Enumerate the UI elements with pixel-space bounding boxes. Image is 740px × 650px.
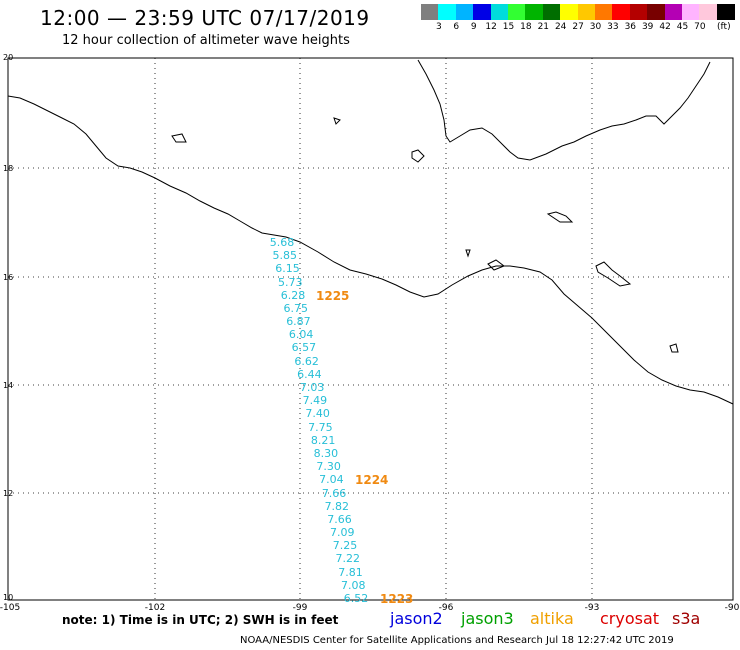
- scale-label: 33: [607, 22, 619, 32]
- track-value: 6.87: [286, 315, 311, 329]
- lon-label: -105: [0, 603, 21, 613]
- lon-label: -102: [144, 603, 166, 613]
- scale-label: 21: [537, 22, 550, 32]
- track-value: 6.28: [280, 288, 306, 302]
- map-subtitle: 12 hour collection of altimeter wave hei…: [62, 33, 350, 48]
- track-value: 6.15: [275, 262, 300, 276]
- track-value: 7.40: [305, 407, 330, 421]
- scale-swatch: [438, 4, 457, 20]
- lon-label: -99: [292, 603, 308, 613]
- track-value: 6.44: [297, 367, 322, 381]
- scale-swatch: [612, 4, 631, 20]
- track-value: 6.75: [283, 301, 308, 315]
- scale-swatch: [455, 4, 474, 20]
- scale-swatch: [629, 4, 648, 20]
- scale-swatch: [577, 4, 596, 20]
- scale-label: 24: [554, 22, 567, 32]
- track-value: 7.25: [332, 539, 358, 553]
- scale-label: 3: [436, 22, 442, 32]
- footnote: note: 1) Time is in UTC; 2) SWH is in fe…: [62, 613, 339, 627]
- scale-swatch: [560, 4, 579, 20]
- scale-swatch: [421, 4, 439, 20]
- credit-footer: NOAA/NESDIS Center for Satellite Applica…: [240, 635, 674, 646]
- track-value: 8.21: [310, 433, 336, 447]
- track-value: 7.03: [299, 381, 325, 395]
- track-value: 7.66: [321, 486, 347, 500]
- scale-label: 42: [659, 22, 671, 32]
- lat-label: 12: [3, 489, 14, 498]
- scale-label: 36: [624, 22, 637, 32]
- track-value: 7.81: [338, 565, 363, 579]
- coastline-pacific: [7, 95, 734, 405]
- scale-swatch: [682, 4, 700, 20]
- scale-swatch: [508, 4, 526, 20]
- track-value: 5.73: [277, 275, 303, 289]
- track-value: 5.85: [272, 249, 297, 263]
- map-frame: [7, 57, 734, 601]
- lon-label: -90: [724, 603, 740, 613]
- scale-label: 18: [520, 22, 532, 32]
- track-value: 6.62: [294, 354, 319, 368]
- scale-label: 12: [485, 22, 497, 32]
- track-value: 5.68: [269, 236, 295, 249]
- lat-label: 14: [3, 381, 14, 390]
- satellite-jason2: jason2: [390, 609, 443, 628]
- scale-label: 30: [589, 22, 602, 32]
- lon-label: -96: [438, 603, 454, 613]
- track-value: 7.66: [327, 512, 352, 526]
- scale-swatch: [490, 4, 509, 20]
- coastline-gulf: [417, 59, 711, 161]
- track-value: 8.30: [313, 446, 339, 460]
- satellite-cryosat: cryosat: [600, 609, 660, 628]
- graticule: [8, 58, 733, 600]
- scale-swatch: [473, 4, 492, 20]
- time-label: 1225: [316, 289, 350, 303]
- scale-label: 45: [676, 22, 689, 32]
- track-value: 7.22: [335, 552, 361, 566]
- scale-label: 15: [502, 22, 515, 32]
- scale-unit: (ft): [717, 22, 731, 32]
- scale-label: 70: [694, 22, 706, 32]
- scale-swatch: [716, 4, 735, 20]
- lat-label: 16: [3, 273, 14, 282]
- track-value: 7.09: [330, 526, 355, 540]
- scale-swatch: [664, 4, 683, 20]
- lat-label: 10: [3, 593, 14, 602]
- satellite-jason3: jason3: [461, 609, 514, 628]
- track-value: 7.04: [319, 473, 344, 487]
- track-value: 7.49: [302, 394, 328, 408]
- scale-label: 9: [470, 22, 477, 32]
- islands: [171, 117, 679, 353]
- satellite-s3a: s3a: [672, 609, 701, 628]
- scale-swatch: [595, 4, 613, 20]
- lon-label: -93: [584, 603, 600, 613]
- map-title: 12:00 — 23:59 UTC 07/17/2019: [40, 6, 370, 30]
- track-value: 6.52: [343, 592, 369, 605]
- time-label: 1223: [380, 592, 414, 606]
- satellite-altika: altika: [530, 609, 574, 628]
- track-value: 7.30: [316, 460, 341, 474]
- scale-swatch: [525, 4, 544, 20]
- scale-swatch: [542, 4, 561, 20]
- scale-swatch: [699, 4, 718, 20]
- track-value: 7.82: [324, 499, 350, 513]
- track-value: 6.57: [291, 341, 317, 355]
- track-value: 7.08: [341, 578, 366, 592]
- scale-label: 39: [641, 22, 654, 32]
- time-label: 1224: [355, 473, 389, 487]
- lat-label: 18: [3, 164, 14, 173]
- scale-label: 27: [572, 22, 584, 32]
- lat-label: 20: [3, 53, 14, 62]
- track-value: 6.04: [288, 328, 314, 342]
- scale-swatch: [647, 4, 666, 20]
- scale-label: 6: [453, 22, 460, 32]
- track-value: 7.75: [308, 420, 333, 434]
